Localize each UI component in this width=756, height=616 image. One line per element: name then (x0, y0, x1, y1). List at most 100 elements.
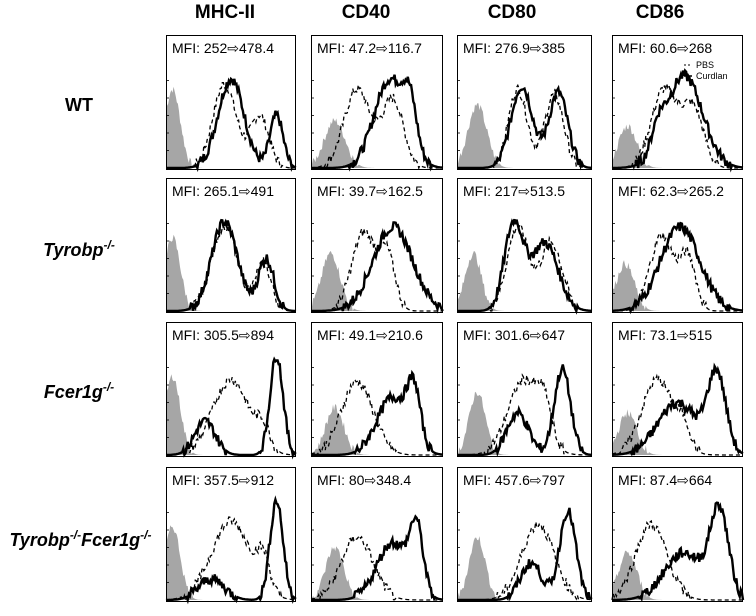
panel-frame (457, 322, 592, 457)
isotype-histogram (457, 391, 592, 455)
histogram-panel: MFI: 39.7⇨162.5 (311, 178, 444, 314)
isotype-histogram (311, 546, 443, 600)
panel-frame (612, 178, 743, 313)
row-label-tyrobp: Tyrobp-/- (0, 238, 158, 261)
pbs-histogram-line (612, 82, 743, 171)
mfi-label: MFI: 87.4⇨664 (618, 472, 712, 488)
pbs-histogram-line (311, 228, 443, 312)
mfi-label: MFI: 457.6⇨797 (463, 472, 565, 488)
isotype-histogram (457, 103, 592, 168)
isotype-histogram (612, 550, 743, 600)
mfi-label: MFI: 62.3⇨265.2 (618, 183, 724, 199)
isotype-histogram (457, 536, 592, 600)
row-label-text-2: Fcer1g (81, 530, 141, 550)
row-label-double-knockout: Tyrobp-/-Fcer1g-/- (0, 528, 163, 551)
histogram-svg: MFI: 62.3⇨265.2 (612, 178, 744, 315)
isotype-histogram (166, 86, 296, 168)
row-label-sup: -/- (69, 528, 82, 542)
curdlan-histogram-line (611, 68, 744, 173)
histogram-panel: MFI: 357.5⇨912 (165, 467, 297, 605)
mfi-label: MFI: 305.5⇨894 (172, 327, 274, 343)
row-label-fcer1g: Fcer1g-/- (0, 380, 158, 403)
legend-curdlan-label: Curdlan (696, 71, 728, 81)
histogram-panel: MFI: 305.5⇨894 (165, 322, 297, 460)
curdlan-histogram-line (311, 221, 444, 314)
curdlan-histogram-line (612, 362, 744, 457)
pbs-histogram-line (457, 373, 592, 456)
isotype-histogram (612, 260, 743, 311)
panel-frame (311, 467, 443, 602)
panel-frame (166, 467, 296, 602)
panel-frame (311, 178, 443, 313)
isotype-histogram (166, 525, 296, 600)
histogram-svg: MFI: 47.2⇨116.7 (311, 35, 444, 172)
curdlan-histogram-line (612, 221, 744, 315)
curdlan-histogram-line (311, 369, 444, 457)
pbs-histogram-line (311, 84, 443, 171)
row-label-wt: WT (0, 95, 158, 116)
histogram-panel: MFI: 47.2⇨116.7 (311, 35, 444, 172)
curdlan-histogram-line (165, 495, 297, 605)
isotype-histogram (311, 118, 443, 168)
curdlan-histogram-line (311, 514, 444, 602)
curdlan-histogram-line (457, 364, 593, 458)
panel-frame (166, 322, 296, 457)
histogram-panel: MFI: 217⇨513.5 (457, 178, 593, 315)
column-header-cd86: CD86 (635, 2, 685, 23)
mfi-label: MFI: 60.6⇨268 (618, 40, 712, 56)
column-header-cd80: CD80 (487, 2, 537, 23)
panel-frame (612, 467, 743, 602)
mfi-label: MFI: 73.1⇨515 (618, 327, 712, 343)
row-label-sup-2: -/- (140, 528, 152, 542)
mfi-label: MFI: 217⇨513.5 (463, 183, 565, 199)
row-label-sup: -/- (103, 238, 115, 252)
histogram-svg: MFI: 301.6⇨647 (457, 322, 593, 458)
isotype-histogram (612, 409, 743, 455)
pbs-histogram-line (310, 378, 443, 458)
histogram-svg: MFI: 252⇨478.4 (166, 35, 297, 173)
pbs-histogram-line (165, 377, 297, 456)
row-label-text: Fcer1g (43, 382, 103, 402)
panel-frame (457, 35, 592, 170)
curdlan-histogram-line (166, 76, 297, 173)
mfi-label: MFI: 49.1⇨210.6 (317, 327, 423, 343)
curdlan-histogram-line (457, 84, 593, 171)
panel-frame (457, 467, 592, 602)
mfi-label: MFI: 80⇨348.4 (317, 472, 411, 488)
isotype-histogram (311, 403, 443, 455)
histogram-svg: MFI: 49.1⇨210.6 (310, 322, 444, 458)
curdlan-histogram-line (457, 218, 593, 315)
pbs-histogram-line (611, 519, 743, 602)
histogram-panel: MFI: 301.6⇨647 (457, 322, 593, 458)
histogram-panel: MFI: 62.3⇨265.2 (612, 178, 744, 315)
pbs-histogram-line (310, 534, 443, 601)
isotype-histogram (166, 374, 296, 455)
legend-pbs-label: PBS (696, 60, 714, 70)
histogram-panel: MFI: 73.1⇨515 (611, 322, 744, 457)
isotype-histogram (612, 124, 743, 168)
mfi-label: MFI: 357.5⇨912 (172, 472, 274, 488)
curdlan-histogram-line (457, 507, 593, 602)
histogram-panel: MFI: 49.1⇨210.6 (310, 322, 444, 458)
curdlan-histogram-line (166, 356, 297, 460)
histogram-panel: MFI: 276.9⇨385 (457, 35, 593, 171)
panel-frame (311, 35, 443, 170)
panel-frame (311, 322, 443, 457)
curdlan-histogram-line (166, 218, 297, 313)
histogram-svg: MFI: 305.5⇨894 (165, 322, 297, 460)
mfi-label: MFI: 301.6⇨647 (463, 327, 565, 343)
pbs-histogram-line (611, 373, 743, 456)
histogram-panel: MFI: 265.1⇨491 (166, 178, 297, 313)
histogram-svg: MFI: 73.1⇨515 (611, 322, 744, 457)
column-header-cd40: CD40 (341, 2, 391, 23)
histogram-svg: MFI: 217⇨513.5 (457, 178, 593, 315)
row-label-text: Tyrobp (9, 530, 70, 550)
histogram-panel: MFI: 60.6⇨268 PBS Curdlan (611, 35, 744, 173)
histogram-svg: MFI: 265.1⇨491 (166, 178, 297, 313)
column-header-mhc-ii: MHC-II (194, 2, 256, 23)
mfi-label: MFI: 276.9⇨385 (463, 40, 565, 56)
histogram-panel: MFI: 87.4⇨664 (611, 467, 745, 603)
histogram-svg: MFI: 39.7⇨162.5 (311, 178, 444, 314)
